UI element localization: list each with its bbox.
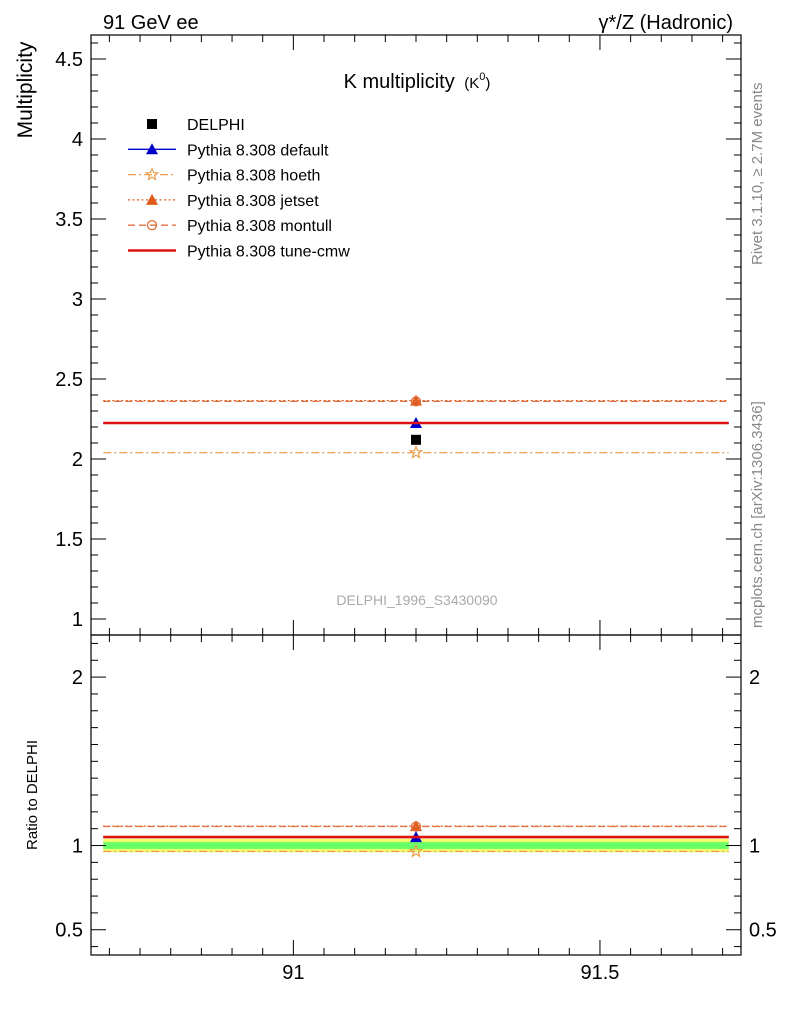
ratio-frame xyxy=(90,634,742,956)
ratio-y-tick-label: 0.5 xyxy=(55,920,83,942)
ratio-y-ticks: 0.5 0.5 1 1 2 2 xyxy=(55,642,777,948)
header-left: 91 GeV ee xyxy=(103,12,199,34)
ratio-panel: 0.5 0.5 1 1 2 2 91 91.5 Ratio to DELPHI xyxy=(24,634,777,984)
ratio-y-tick-label-right: 0.5 xyxy=(749,920,777,942)
ratio-x-ticks: 91 91.5 xyxy=(108,635,724,984)
main-panel: 1 1.5 2 2.5 3 3.5 4 4.5 K multiplicity (K0) Mul… xyxy=(14,34,742,636)
legend: DELPHI Pythia 8.308 default Pythia 8.308 h… xyxy=(128,117,350,261)
legend-label-pythia-8-308-tune-cmw: Pythia 8.308 tune-cmw xyxy=(187,244,350,261)
main-x-ticks xyxy=(108,35,724,635)
main-y-tick-label: 4.5 xyxy=(55,49,83,71)
main-y-tick-label: 2 xyxy=(72,449,83,471)
legend-marker-pythia-8-308-montull xyxy=(146,220,158,231)
series-marker-pythia-8-308-montull xyxy=(410,396,422,407)
main-y-ticks: 1 1.5 2 2.5 3 3.5 4 4.5 xyxy=(55,42,741,631)
series-marker-pythia-8-308-hoeth xyxy=(408,444,424,459)
ratio-y-tick-label: 1 xyxy=(72,836,83,858)
main-y-axis-label: Multiplicity xyxy=(14,41,37,138)
legend-marker-delphi xyxy=(147,119,157,129)
legend-label-pythia-8-308-hoeth: Pythia 8.308 hoeth xyxy=(187,168,320,185)
main-y-tick-label: 1.5 xyxy=(55,529,83,551)
data-point-delphi xyxy=(411,434,421,445)
mcplots-label: mcplots.cern.ch [arXiv:1306.3436] xyxy=(749,401,766,628)
rivet-label: Rivet 3.1.10, ≥ 2.7M events xyxy=(749,83,766,266)
series-marker-pythia-8-308-jetset xyxy=(410,394,422,406)
legend-marker-pythia-8-308-default xyxy=(146,143,158,155)
ratio-marker-pythia-8-308-hoeth xyxy=(408,843,424,858)
ratio-y-tick-label-right: 1 xyxy=(749,836,760,858)
ratio-marker-pythia-8-308-jetset xyxy=(410,820,422,832)
analysis-watermark: DELPHI_1996_S3430090 xyxy=(336,592,497,608)
ratio-y-tick-label-right: 2 xyxy=(749,667,760,689)
main-y-tick-label: 4 xyxy=(72,129,83,151)
main-plot-content xyxy=(103,394,729,459)
x-tick-label: 91 xyxy=(282,962,304,984)
legend-label-pythia-8-308-default: Pythia 8.308 default xyxy=(187,142,329,159)
legend-label-pythia-8-308-jetset: Pythia 8.308 jetset xyxy=(187,193,319,210)
main-y-tick-label: 2.5 xyxy=(55,369,83,391)
ratio-y-tick-label: 2 xyxy=(72,667,83,689)
main-y-tick-label: 3 xyxy=(72,289,83,311)
main-y-tick-label: 1 xyxy=(72,609,83,631)
legend-label-pythia-8-308-montull: Pythia 8.308 montull xyxy=(187,218,332,235)
legend-label-delphi: DELPHI xyxy=(187,117,245,134)
main-y-tick-label: 3.5 xyxy=(55,209,83,231)
legend-marker-pythia-8-308-hoeth xyxy=(144,166,160,181)
legend-marker-pythia-8-308-jetset xyxy=(146,193,158,205)
header-right: γ*/Z (Hadronic) xyxy=(599,12,733,34)
ratio-plot-content xyxy=(103,820,729,858)
ratio-y-axis-label: Ratio to DELPHI xyxy=(24,740,41,850)
chart-title: K multiplicity (K0) xyxy=(344,71,491,93)
x-tick-label: 91.5 xyxy=(580,962,619,984)
ratio-marker-pythia-8-308-montull xyxy=(410,821,422,832)
